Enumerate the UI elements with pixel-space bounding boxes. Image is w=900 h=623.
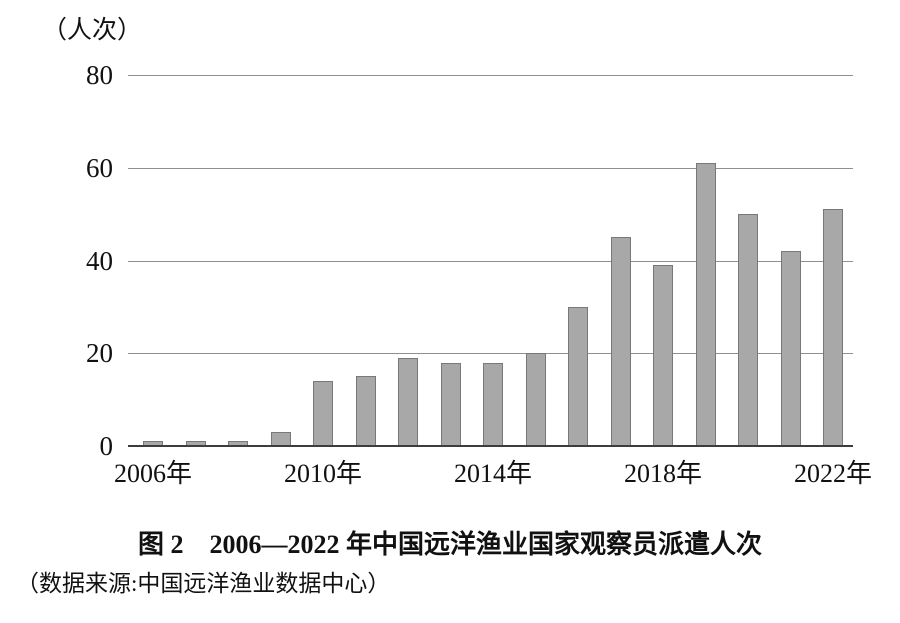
x-tick-label-2006: 2006年 — [113, 459, 192, 488]
x-tick-label-2018: 2018年 — [623, 459, 702, 488]
y-tick-label-0: 0 — [99, 431, 114, 461]
bar-2010 — [313, 381, 333, 446]
data-source-note: （数据来源:中国远洋渔业数据中心） — [16, 571, 391, 596]
bar-2020 — [738, 214, 758, 446]
y-tick-label-20: 20 — [86, 338, 113, 368]
bar-2022 — [823, 209, 843, 446]
bar-2013 — [441, 363, 461, 446]
bar-2008 — [228, 441, 248, 446]
bar-2017 — [611, 237, 631, 446]
gridline-y-60 — [128, 168, 853, 169]
x-tick-label-2022: 2022年 — [793, 459, 872, 488]
figure-caption: 图 2 2006—2022 年中国远洋渔业国家观察员派遣人次 — [137, 530, 762, 559]
bar-2007 — [186, 441, 206, 446]
gridline-y-80 — [128, 75, 853, 76]
y-axis-unit-label: （人次） — [42, 17, 143, 44]
bar-2012 — [398, 358, 418, 446]
bar-2016 — [568, 307, 588, 446]
bar-2019 — [696, 163, 716, 446]
gridline-y-20 — [128, 353, 853, 354]
y-tick-label-80: 80 — [86, 60, 113, 90]
observer-dispatch-bar-chart: （人次） 0 20 40 60 80 2006年 2010年 2014年 2018年 2022年 — [42, 17, 872, 488]
gridline-y-40 — [128, 261, 853, 262]
bar-2011 — [356, 376, 376, 446]
x-axis-line — [128, 445, 853, 447]
y-tick-label-60: 60 — [86, 153, 113, 183]
bar-2015 — [526, 353, 546, 446]
bar-2009 — [271, 432, 291, 446]
bar-2006 — [143, 441, 163, 446]
bar-2021 — [781, 251, 801, 446]
x-tick-label-2010: 2010年 — [283, 459, 362, 488]
bar-2014 — [483, 363, 503, 446]
bar-2018 — [653, 265, 673, 446]
x-tick-label-2014: 2014年 — [453, 459, 532, 488]
y-tick-label-40: 40 — [86, 246, 113, 276]
